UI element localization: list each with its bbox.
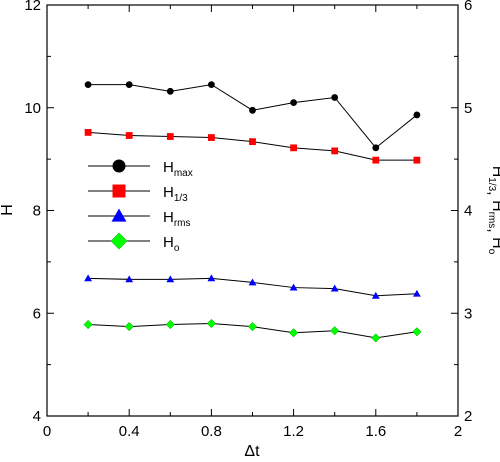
series-line <box>88 131 417 161</box>
data-point <box>330 284 339 292</box>
tick-labels: 0 0.4 0.8 1.2 1.6 2 4 6 8 10 12 2 3 4 5 6 <box>24 0 472 440</box>
y-left-tick-label: 8 <box>33 203 41 220</box>
data-point <box>125 275 134 283</box>
y-left-tick-label: 10 <box>24 100 41 117</box>
axis-ticks <box>46 4 459 417</box>
data-point <box>413 156 421 164</box>
data-point <box>207 274 216 282</box>
data-point <box>247 322 258 332</box>
legend-entry: Hmax <box>88 159 193 179</box>
data-point <box>249 106 256 114</box>
data-point <box>288 328 299 338</box>
y-right-tick-label: 2 <box>464 408 472 425</box>
x-tick-label: 0.8 <box>201 423 222 440</box>
data-point <box>330 326 340 336</box>
y-left-tick-label: 6 <box>33 305 41 322</box>
data-point <box>412 327 422 337</box>
data-point <box>412 289 421 297</box>
legend-marker <box>111 208 127 222</box>
legend-label: Hmax <box>163 159 193 179</box>
data-point <box>249 138 256 146</box>
y-axis-right-label: H1/3, Hrms, Ho <box>485 166 500 255</box>
legend-label: Hrms <box>163 209 191 229</box>
data-point <box>125 81 133 89</box>
legend-entry: Hrms <box>88 208 191 229</box>
data-point <box>208 134 215 141</box>
data-point <box>372 144 380 152</box>
legend-entry: Ho <box>88 232 180 254</box>
legend: Hmax H1/3 Hrms Ho <box>88 159 193 254</box>
x-axis-label: Δt <box>244 443 260 460</box>
data-point <box>371 291 380 299</box>
x-tick-label: 0.4 <box>119 423 140 440</box>
data-point <box>125 132 133 139</box>
data-point <box>124 322 134 332</box>
series-rms <box>84 274 421 299</box>
y-right-tick-label: 6 <box>464 0 472 14</box>
data-point <box>84 129 92 136</box>
legend-marker <box>110 232 128 250</box>
data-point <box>166 275 175 283</box>
data-point <box>206 318 217 329</box>
series-group <box>83 81 422 343</box>
y-left-tick-label: 4 <box>33 408 41 425</box>
data-point <box>248 278 257 286</box>
data-point <box>84 274 93 282</box>
data-point <box>371 333 381 343</box>
data-point <box>289 283 298 291</box>
data-point <box>290 144 297 152</box>
y-left-tick-label: 12 <box>24 0 41 14</box>
data-point <box>413 111 421 119</box>
data-point <box>166 133 174 140</box>
data-point <box>208 81 215 89</box>
x-tick-label: 2 <box>454 423 462 440</box>
data-point <box>290 99 297 107</box>
y-right-tick-label: 3 <box>464 305 472 322</box>
legend-label: Ho <box>163 234 180 254</box>
series-o <box>83 318 422 343</box>
series-1-3 <box>84 129 421 164</box>
legend-marker <box>112 184 126 198</box>
legend-entry: H1/3 <box>88 184 188 204</box>
data-point <box>84 81 92 89</box>
y-right-tick-label: 4 <box>464 203 472 220</box>
series-max <box>84 81 421 152</box>
y-axis-left-label: H <box>0 204 16 216</box>
data-point <box>83 319 93 330</box>
data-point <box>331 94 339 101</box>
data-point <box>165 319 175 330</box>
data-point <box>331 147 339 155</box>
x-tick-label: 0 <box>43 423 51 440</box>
data-point <box>166 87 174 95</box>
legend-marker <box>112 159 126 173</box>
x-tick-label: 1.2 <box>283 423 304 440</box>
plot-frame <box>46 4 459 417</box>
legend-label: H1/3 <box>163 184 188 204</box>
y-right-tick-label: 5 <box>464 100 472 117</box>
x-tick-label: 1.6 <box>365 423 386 440</box>
data-point <box>372 156 380 164</box>
